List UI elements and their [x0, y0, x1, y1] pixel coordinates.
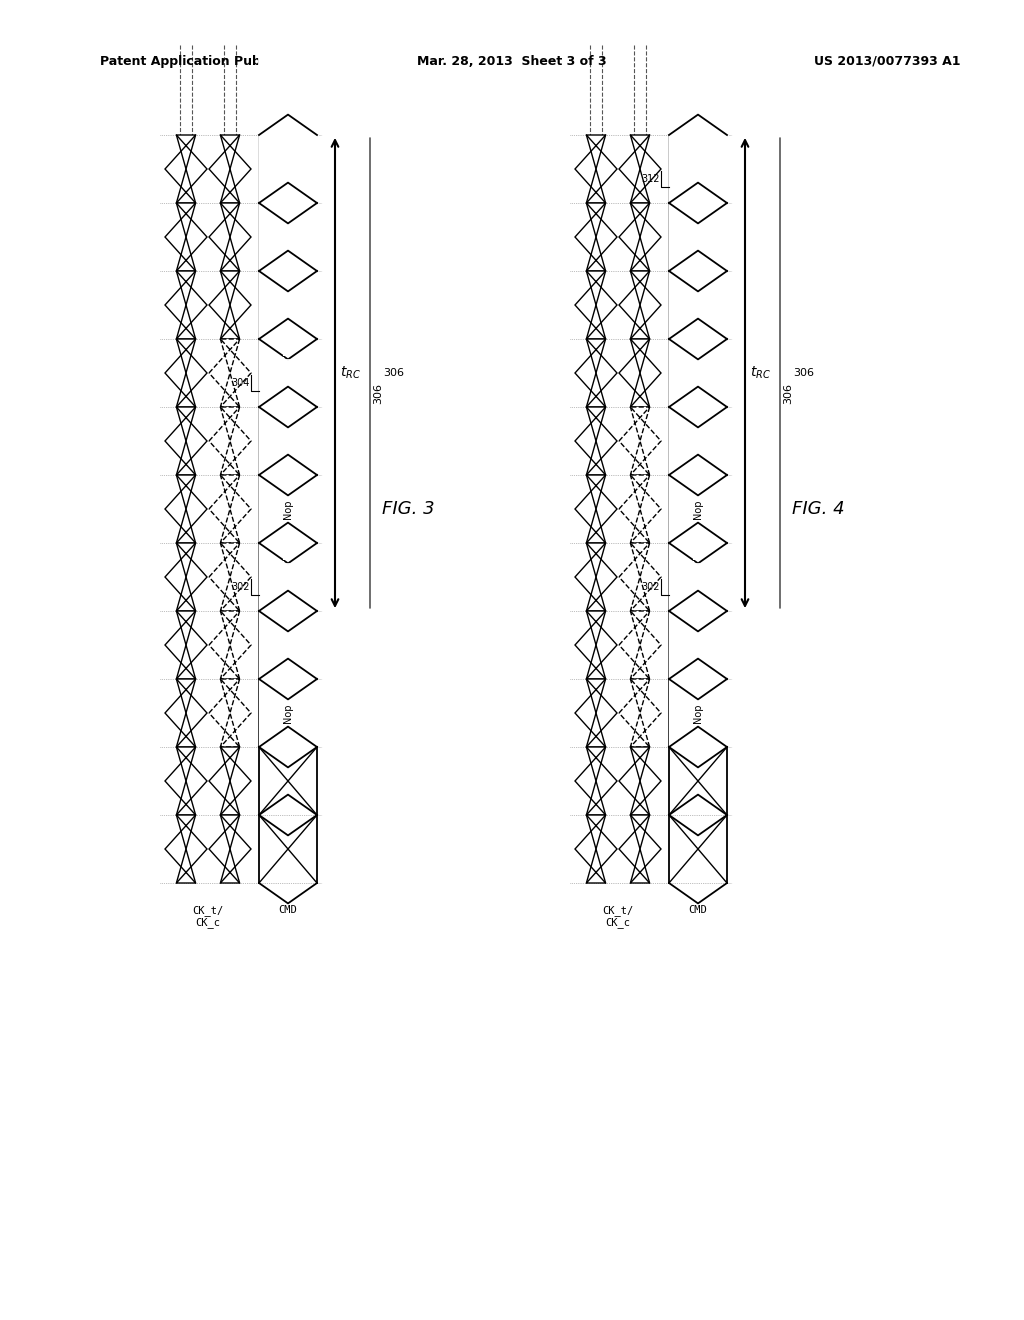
Polygon shape: [618, 339, 662, 407]
Polygon shape: [165, 814, 207, 883]
Text: FIG. 4: FIG. 4: [792, 500, 845, 517]
Text: $t_{RC}$: $t_{RC}$: [750, 364, 771, 381]
Text: US 2013/0077393 A1: US 2013/0077393 A1: [813, 55, 961, 69]
Polygon shape: [575, 814, 617, 883]
Bar: [259, 339, 317, 407]
Polygon shape: [209, 475, 251, 543]
Polygon shape: [209, 271, 251, 339]
Polygon shape: [618, 543, 662, 611]
Polygon shape: [165, 271, 207, 339]
Text: 302: 302: [231, 582, 250, 593]
Polygon shape: [575, 203, 617, 271]
Polygon shape: [618, 678, 662, 747]
Text: 304: 304: [231, 379, 250, 388]
Bar: [669, 135, 727, 203]
Polygon shape: [575, 611, 617, 678]
Text: 306: 306: [373, 383, 383, 404]
Polygon shape: [209, 611, 251, 678]
Polygon shape: [165, 135, 207, 203]
Text: Nop: Nop: [283, 704, 293, 723]
Text: 312: 312: [642, 174, 660, 185]
Bar: [264, 345, 312, 403]
Text: CMD: CMD: [688, 906, 708, 915]
Polygon shape: [575, 747, 617, 814]
Polygon shape: [575, 271, 617, 339]
Polygon shape: [575, 475, 617, 543]
Polygon shape: [618, 135, 662, 203]
Bar: [259, 475, 317, 543]
Bar: [669, 543, 727, 611]
Text: Patent Application Publication: Patent Application Publication: [100, 55, 312, 69]
Polygon shape: [209, 135, 251, 203]
Text: 306: 306: [383, 368, 404, 378]
Text: CMD: CMD: [279, 906, 297, 915]
Polygon shape: [618, 271, 662, 339]
Text: 302: 302: [642, 582, 660, 593]
Text: ACTIVATE: ACTIVATE: [284, 553, 293, 601]
Polygon shape: [618, 747, 662, 814]
Text: 306: 306: [783, 383, 793, 404]
Bar: [259, 543, 317, 611]
Text: Mar. 28, 2013  Sheet 3 of 3: Mar. 28, 2013 Sheet 3 of 3: [417, 55, 607, 69]
Polygon shape: [165, 543, 207, 611]
Polygon shape: [209, 747, 251, 814]
Text: CK_t/
CK_c: CK_t/ CK_c: [602, 906, 634, 928]
Polygon shape: [618, 407, 662, 475]
Polygon shape: [575, 135, 617, 203]
Polygon shape: [165, 407, 207, 475]
Bar: [259, 135, 317, 203]
Bar: [673, 139, 723, 199]
Polygon shape: [165, 678, 207, 747]
Polygon shape: [618, 475, 662, 543]
Text: $t_{RC}$: $t_{RC}$: [340, 364, 361, 381]
Polygon shape: [618, 814, 662, 883]
Polygon shape: [165, 475, 207, 543]
Text: Nop: Nop: [693, 499, 703, 519]
Polygon shape: [575, 407, 617, 475]
Polygon shape: [575, 543, 617, 611]
Polygon shape: [209, 814, 251, 883]
Text: Nop: Nop: [283, 499, 293, 519]
Polygon shape: [209, 407, 251, 475]
Text: FIG. 3: FIG. 3: [382, 500, 434, 517]
Bar: [669, 475, 727, 543]
Text: CK_t/
CK_c: CK_t/ CK_c: [193, 906, 223, 928]
Polygon shape: [209, 203, 251, 271]
Bar: [669, 678, 727, 747]
Text: ACTIVATE: ACTIVATE: [284, 348, 293, 397]
Polygon shape: [165, 611, 207, 678]
Polygon shape: [575, 339, 617, 407]
Text: 306: 306: [793, 368, 814, 378]
Polygon shape: [575, 678, 617, 747]
Polygon shape: [165, 339, 207, 407]
Text: Nop: Nop: [693, 704, 703, 723]
Bar: [259, 678, 317, 747]
Polygon shape: [618, 611, 662, 678]
Polygon shape: [165, 747, 207, 814]
Text: ACTIVATE: ACTIVATE: [284, 145, 293, 193]
Polygon shape: [165, 203, 207, 271]
Polygon shape: [618, 203, 662, 271]
Polygon shape: [209, 543, 251, 611]
Text: ACTIVATE: ACTIVATE: [693, 553, 702, 601]
Polygon shape: [209, 339, 251, 407]
Polygon shape: [209, 678, 251, 747]
Text: ACTIVATE: ACTIVATE: [693, 145, 702, 193]
